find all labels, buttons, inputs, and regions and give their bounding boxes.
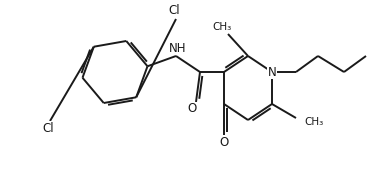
- Text: Cl: Cl: [168, 5, 180, 18]
- Text: NH: NH: [169, 42, 187, 54]
- Text: CH₃: CH₃: [212, 22, 232, 32]
- Text: O: O: [187, 102, 197, 115]
- Text: O: O: [219, 136, 229, 149]
- Text: Cl: Cl: [42, 122, 54, 135]
- Text: N: N: [268, 66, 276, 78]
- Text: CH₃: CH₃: [304, 117, 323, 127]
